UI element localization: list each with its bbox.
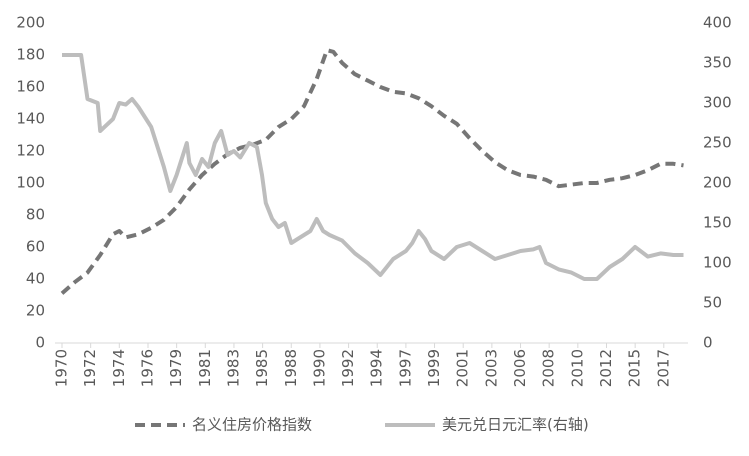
y-tick-label: 160 (16, 78, 45, 96)
x-tick-label: 2017 (654, 349, 672, 387)
y2-tick-label: 250 (703, 134, 732, 152)
x-tick-label: 1976 (138, 349, 156, 387)
x-tick-label: 1979 (167, 349, 185, 387)
x-tick-label: 2008 (540, 349, 558, 387)
x-tick-label: 2001 (454, 349, 472, 387)
y2-tick-label: 200 (703, 174, 732, 192)
y-tick-label: 200 (16, 14, 45, 32)
x-tick-label: 1992 (339, 349, 357, 387)
y-tick-label: 40 (26, 270, 45, 288)
x-tick-label: 1970 (53, 349, 71, 387)
y2-tick-label: 400 (703, 14, 732, 32)
x-tick-label: 1990 (310, 349, 328, 387)
y2-tick-label: 300 (703, 94, 732, 112)
legend-label: 美元兑日元汇率(右轴) (442, 416, 589, 434)
y-tick-label: 100 (16, 174, 45, 192)
y-tick-label: 60 (26, 238, 45, 256)
y2-tick-label: 100 (703, 254, 732, 272)
y-tick-label: 20 (26, 302, 45, 320)
y-tick-label: 0 (35, 334, 45, 352)
y2-tick-label: 350 (703, 54, 732, 72)
series-line (60, 48, 684, 295)
y-tick-label: 120 (16, 142, 45, 160)
y2-tick-label: 0 (703, 334, 713, 352)
x-tick-label: 1981 (196, 349, 214, 387)
x-tick-label: 1988 (282, 349, 300, 387)
x-tick-label: 2006 (511, 349, 529, 387)
x-tick-label: 2015 (626, 349, 644, 387)
legend-label: 名义住房价格指数 (192, 416, 312, 434)
series-line (62, 53, 684, 281)
x-tick-label: 1997 (396, 349, 414, 387)
x-tick-label: 1974 (110, 349, 128, 387)
y-tick-label: 80 (26, 206, 45, 224)
y-tick-label: 180 (16, 46, 45, 64)
x-tick-label: 1994 (368, 349, 386, 387)
y-tick-label: 140 (16, 110, 45, 128)
x-tick-label: 1972 (81, 349, 99, 387)
y2-tick-label: 50 (703, 294, 722, 312)
x-tick-label: 2012 (597, 349, 615, 387)
x-tick-label: 2003 (482, 349, 500, 387)
y2-tick-label: 150 (703, 214, 732, 232)
x-tick-label: 1985 (253, 349, 271, 387)
x-tick-label: 1983 (224, 349, 242, 387)
x-tick-label: 2010 (568, 349, 586, 387)
x-tick-label: 1999 (425, 349, 443, 387)
